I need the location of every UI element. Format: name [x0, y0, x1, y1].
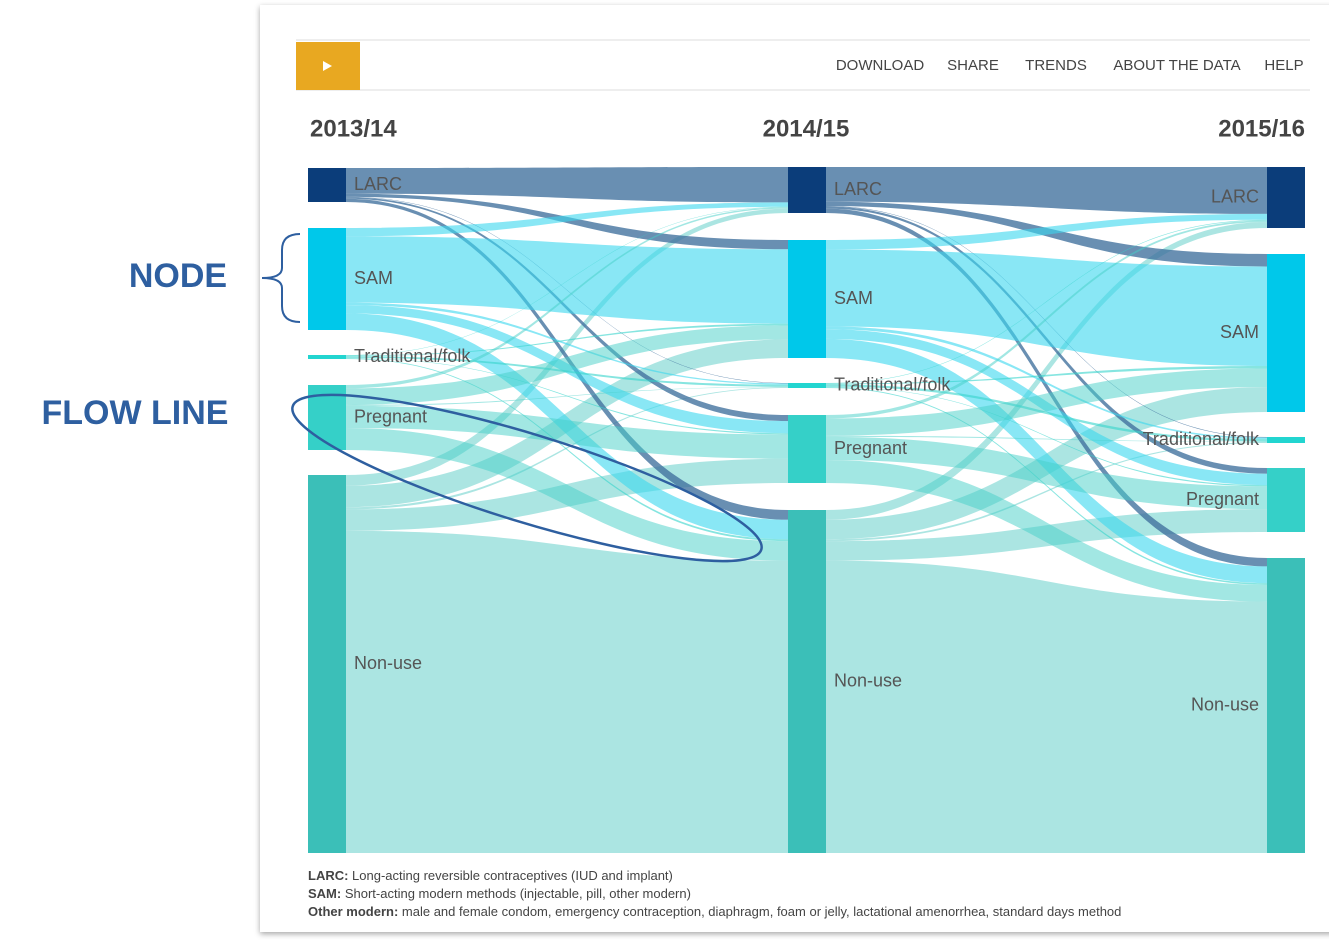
node-label: SAM	[834, 288, 873, 308]
annotation-label: FLOW LINE	[42, 394, 229, 432]
flow-line	[826, 222, 1267, 520]
node	[1267, 437, 1305, 443]
flow-line	[826, 167, 1267, 214]
node-label: Pregnant	[354, 406, 427, 426]
flow-line	[346, 167, 788, 203]
flow-line	[826, 384, 1267, 442]
year-label: 2014/15	[763, 115, 850, 142]
flow-line	[346, 427, 788, 561]
node-label: SAM	[354, 268, 393, 288]
flow-line	[826, 249, 1267, 366]
node	[308, 228, 346, 330]
menu-item[interactable]: TRENDS	[1025, 57, 1087, 74]
menu: DOWNLOAD SHARE TRENDS ABOUT THE DATA HELP	[836, 57, 1304, 74]
flow-line	[346, 302, 788, 385]
flow-line	[346, 387, 788, 510]
flow-line	[346, 202, 788, 237]
annotation-label: NODE	[129, 257, 227, 295]
flow-line	[346, 206, 788, 356]
play-icon	[323, 61, 332, 71]
node-label: Non-use	[834, 670, 902, 690]
legend-line: Other modern: male and female condom, em…	[308, 904, 1121, 919]
legend-text: male and female condom, emergency contra…	[398, 904, 1121, 919]
flow-line	[346, 325, 788, 405]
node-label: Traditional/folk	[1143, 429, 1260, 449]
node-label: Pregnant	[1186, 489, 1259, 509]
legend-line: SAM: Short-acting modern methods (inject…	[308, 886, 691, 901]
node-label: Non-use	[1191, 694, 1259, 714]
menu-item[interactable]: HELP	[1264, 57, 1303, 74]
flow-line	[346, 405, 788, 459]
menu-item[interactable]: ABOUT THE DATA	[1113, 57, 1240, 74]
node-label: Non-use	[354, 653, 422, 673]
labels: 2013/14 LARC SAM Traditional/folk Pregnant No…	[310, 115, 1305, 714]
flow-line	[826, 220, 1267, 419]
node	[308, 475, 346, 853]
legend: LARC: Long-acting reversible contracepti…	[308, 868, 1121, 919]
flow-line	[826, 435, 1267, 442]
menu-item[interactable]: DOWNLOAD	[836, 57, 925, 74]
legend-line: LARC: Long-acting reversible contracepti…	[308, 868, 673, 883]
flow-line	[346, 208, 788, 486]
flow-line	[826, 326, 1267, 439]
node	[308, 168, 346, 202]
flows	[346, 167, 1267, 853]
flow-line	[826, 368, 1267, 436]
annotation-ellipse	[291, 393, 763, 563]
node	[1267, 254, 1305, 412]
node-label: Traditional/folk	[834, 374, 951, 394]
node	[1267, 468, 1305, 532]
node	[788, 383, 826, 388]
flow-line	[826, 560, 1267, 853]
node-label: LARC	[354, 174, 402, 194]
node	[788, 510, 826, 853]
flow-line	[826, 386, 1267, 487]
node-label: LARC	[1211, 186, 1259, 206]
node-label: LARC	[834, 179, 882, 199]
node	[788, 167, 826, 213]
flow-line	[826, 213, 1267, 250]
flow-line	[826, 436, 1267, 510]
flow-line	[826, 459, 1267, 602]
node-label: Traditional/folk	[354, 346, 471, 366]
node	[308, 355, 346, 359]
flow-line	[346, 530, 788, 853]
flow-line	[346, 323, 788, 357]
menu-item[interactable]: SHARE	[947, 57, 999, 74]
legend-text: Short-acting modern methods (injectable,…	[341, 886, 691, 901]
flow-line	[346, 236, 788, 324]
node	[1267, 167, 1305, 228]
flow-line	[826, 208, 1267, 567]
node-label: SAM	[1220, 322, 1259, 342]
legend-term: Other modern:	[308, 904, 398, 919]
flow-line	[826, 387, 1267, 585]
legend-text: Long-acting reversible contraceptives (I…	[348, 868, 672, 883]
node	[788, 415, 826, 483]
year-label: 2015/16	[1218, 115, 1305, 142]
legend-term: LARC:	[308, 868, 348, 883]
flow-line	[346, 207, 788, 389]
flow-line	[826, 219, 1267, 384]
flow-line	[346, 386, 788, 406]
node	[1267, 558, 1305, 853]
year-label: 2013/14	[310, 115, 397, 142]
brace	[261, 233, 301, 323]
flow-line	[346, 358, 788, 542]
node-label: Pregnant	[834, 438, 907, 458]
flow-line	[826, 365, 1267, 385]
legend-term: SAM:	[308, 886, 341, 901]
node	[788, 240, 826, 358]
flow-line	[826, 442, 1267, 542]
flow-line	[826, 338, 1267, 584]
